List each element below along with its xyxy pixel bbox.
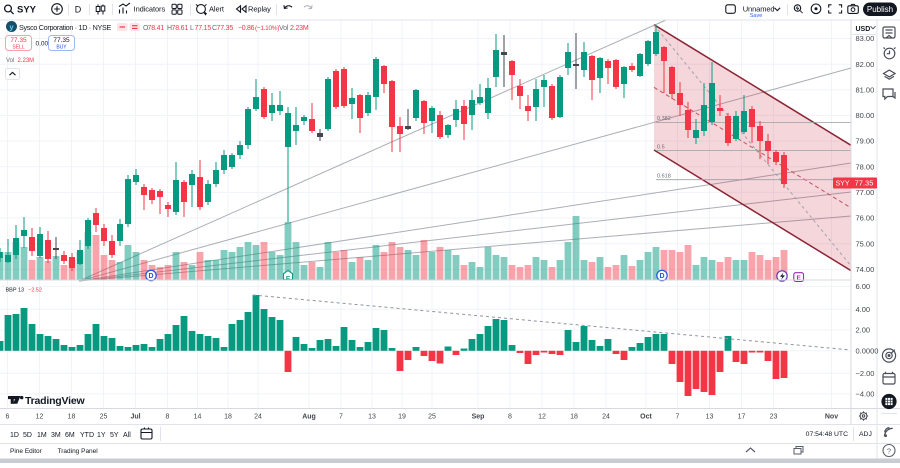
svg-text:0.0000: 0.0000: [856, 346, 879, 355]
svg-text:Nov: Nov: [825, 414, 838, 421]
svg-text:Trading Panel: Trading Panel: [58, 448, 99, 455]
svg-text:14: 14: [194, 414, 202, 421]
svg-text:Publish: Publish: [867, 5, 893, 14]
svg-text:7: 7: [676, 414, 680, 421]
svg-text:SYY: SYY: [17, 5, 37, 16]
svg-text:18: 18: [224, 414, 232, 421]
svg-text:6M: 6M: [65, 432, 75, 439]
svg-text:2.23M: 2.23M: [18, 58, 35, 64]
svg-text:E: E: [797, 275, 802, 282]
svg-text:Vol: Vol: [279, 25, 289, 32]
svg-text:24: 24: [254, 414, 262, 421]
svg-text:?: ?: [887, 446, 891, 455]
svg-text:77.15: 77.15: [195, 25, 212, 32]
svg-text:SELL: SELL: [12, 45, 24, 51]
svg-text:13: 13: [706, 414, 714, 421]
svg-text:USD: USD: [856, 26, 871, 33]
svg-text:D: D: [75, 5, 82, 15]
svg-text:83.00: 83.00: [856, 34, 875, 43]
svg-text:−4.00: −4.00: [856, 389, 875, 398]
svg-text:Oct: Oct: [640, 414, 652, 421]
svg-text:(−1.10%): (−1.10%): [255, 25, 279, 32]
svg-text:18: 18: [570, 414, 578, 421]
svg-text:82.00: 82.00: [856, 60, 875, 69]
svg-text:77.35: 77.35: [53, 37, 70, 44]
svg-text:H: H: [167, 25, 172, 32]
svg-text:81.00: 81.00: [856, 85, 875, 94]
svg-text:78.00: 78.00: [856, 162, 875, 171]
svg-text:77.35: 77.35: [217, 25, 234, 32]
svg-text:5D: 5D: [23, 432, 32, 439]
svg-text:12: 12: [36, 414, 44, 421]
svg-text:24: 24: [602, 414, 610, 421]
svg-text:O: O: [143, 25, 149, 32]
svg-text:0.618: 0.618: [657, 174, 671, 180]
svg-text:77.35: 77.35: [10, 37, 27, 44]
svg-text:Alert: Alert: [209, 5, 225, 14]
svg-text:0.00: 0.00: [36, 40, 49, 47]
svg-text:4.00: 4.00: [856, 305, 871, 314]
svg-text:76.00: 76.00: [856, 214, 875, 223]
svg-text:6.00: 6.00: [856, 282, 871, 291]
svg-text:6: 6: [6, 414, 10, 421]
svg-text:C: C: [212, 25, 217, 32]
svg-text:Vol: Vol: [6, 58, 14, 64]
svg-text:Replay: Replay: [248, 5, 271, 14]
svg-text:−2.00: −2.00: [856, 369, 875, 378]
svg-text:13: 13: [368, 414, 376, 421]
svg-text:74.00: 74.00: [856, 265, 875, 274]
svg-text:25: 25: [100, 414, 108, 421]
svg-text:1M: 1M: [37, 432, 47, 439]
svg-text:BUY: BUY: [56, 45, 67, 51]
svg-text:TradingView: TradingView: [25, 395, 85, 407]
svg-text:8: 8: [166, 414, 170, 421]
svg-text:Pine Editor: Pine Editor: [10, 448, 43, 455]
svg-text:L: L: [190, 25, 194, 32]
svg-text:5Y: 5Y: [110, 432, 119, 439]
svg-text:77.00: 77.00: [856, 188, 875, 197]
svg-text:D: D: [148, 273, 153, 280]
svg-text:−2.52: −2.52: [28, 288, 42, 294]
svg-text:All: All: [123, 432, 131, 439]
svg-text:Save: Save: [750, 13, 763, 19]
svg-text:23: 23: [770, 414, 778, 421]
svg-text:Sep: Sep: [472, 414, 485, 421]
svg-text:SYY: SYY: [835, 181, 849, 188]
svg-text:D: D: [659, 273, 664, 280]
svg-text:ADJ: ADJ: [859, 431, 872, 438]
svg-text:18: 18: [68, 414, 76, 421]
svg-text:y: y: [9, 23, 14, 32]
svg-text:78.61: 78.61: [172, 25, 189, 32]
svg-text:0.5: 0.5: [657, 144, 665, 150]
svg-text:07:54:48 UTC: 07:54:48 UTC: [806, 431, 848, 438]
svg-text:79.00: 79.00: [856, 137, 875, 146]
svg-text:2.00: 2.00: [856, 326, 871, 335]
svg-text:1Y: 1Y: [97, 432, 106, 439]
svg-text:2.23M: 2.23M: [290, 25, 309, 32]
svg-text:Unnamed: Unnamed: [743, 4, 775, 13]
svg-text:−0.86: −0.86: [238, 25, 255, 32]
svg-text:7: 7: [339, 414, 343, 421]
svg-text:E: E: [286, 275, 291, 282]
svg-text:77.35: 77.35: [855, 179, 874, 188]
svg-text:BBP 13: BBP 13: [6, 288, 25, 294]
svg-text:Jul: Jul: [130, 414, 140, 421]
svg-text:25: 25: [428, 414, 436, 421]
svg-text:3M: 3M: [51, 432, 61, 439]
svg-text:19: 19: [398, 414, 406, 421]
svg-text:75.00: 75.00: [856, 239, 875, 248]
svg-text:1D: 1D: [10, 432, 19, 439]
svg-text:YTD: YTD: [80, 432, 94, 439]
svg-text:Sysco Corporation · 1D · NYSE: Sysco Corporation · 1D · NYSE: [19, 23, 111, 32]
svg-text:Aug: Aug: [302, 414, 316, 421]
svg-text:8: 8: [508, 414, 512, 421]
svg-text:0.382: 0.382: [657, 116, 671, 122]
svg-text:12: 12: [538, 414, 546, 421]
svg-text:Indicators: Indicators: [134, 5, 166, 14]
svg-text:80.00: 80.00: [856, 111, 875, 120]
svg-text:78.41: 78.41: [148, 25, 165, 32]
svg-text:17: 17: [738, 414, 746, 421]
